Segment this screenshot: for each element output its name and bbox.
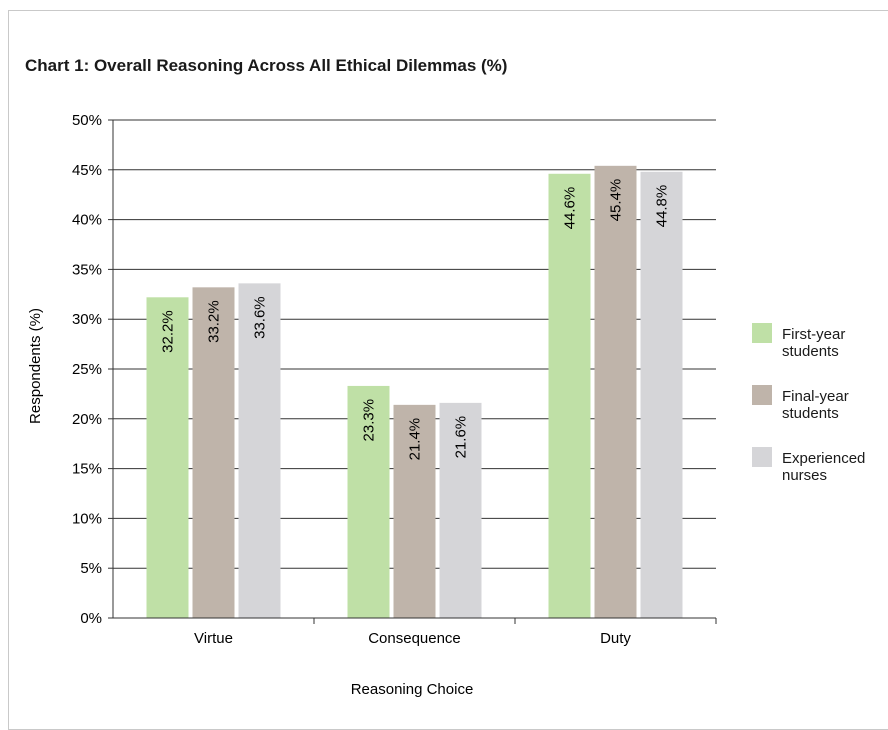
bar: [192, 287, 235, 618]
legend-item-first-year: First-year students: [752, 323, 888, 363]
data-label: 23.3%: [361, 399, 378, 442]
bar: [548, 173, 591, 618]
y-tick-label: 45%: [72, 162, 102, 179]
y-tick-labels: 0% 5% 10% 15% 20% 25% 30% 35% 40% 45% 50%: [72, 112, 102, 627]
bar: [640, 171, 683, 619]
data-label: 21.6%: [453, 416, 470, 459]
legend-swatch-first-year: [752, 323, 772, 343]
legend-label-final-year: Final-year students: [782, 388, 849, 422]
x-tick-label: Duty: [600, 630, 631, 647]
x-tick-labels: Virtue Consequence Duty: [194, 630, 631, 647]
y-tick-label: 40%: [72, 212, 102, 229]
data-label: 45.4%: [608, 179, 625, 222]
bar: [393, 404, 436, 618]
x-axis-label: Reasoning Choice: [351, 681, 474, 698]
y-tick-label: 15%: [72, 461, 102, 478]
bar: [439, 402, 482, 618]
legend-item-experienced: Experienced nurses: [752, 447, 888, 487]
y-tick-label: 10%: [72, 510, 102, 527]
x-tick-label: Virtue: [194, 630, 233, 647]
data-label: 44.8%: [654, 185, 671, 228]
data-label: 21.4%: [407, 418, 424, 461]
legend-item-final-year: Final-year students: [752, 385, 888, 425]
y-tick-label: 20%: [72, 411, 102, 428]
y-tick-label: 30%: [72, 311, 102, 328]
data-label: 32.2%: [160, 310, 177, 353]
data-label: 44.6%: [562, 187, 579, 230]
bar: [238, 283, 281, 618]
bar: [146, 297, 189, 618]
y-axis-label: Respondents (%): [27, 308, 44, 424]
y-tick-label: 5%: [80, 560, 102, 577]
data-label: 33.2%: [206, 300, 223, 343]
y-tick-label: 50%: [72, 112, 102, 129]
axes: [108, 119, 717, 624]
bar-chart: 32.2% 33.2% 33.6% 23.3% 21.4% 21.6% 44.6% 45.4%…: [27, 112, 717, 698]
y-tick-label: 0%: [80, 610, 102, 627]
data-label: 33.6%: [252, 296, 269, 339]
legend-label-first-year: First-year students: [782, 326, 846, 360]
x-tick-label: Consequence: [368, 630, 461, 647]
bars: 32.2% 33.2% 33.6% 23.3% 21.4% 21.6% 44.6% 45.4%…: [146, 165, 683, 619]
legend-swatch-experienced: [752, 447, 772, 467]
legend-label-experienced: Experienced nurses: [782, 450, 866, 484]
y-tick-label: 25%: [72, 361, 102, 378]
chart-title: Chart 1: Overall Reasoning Across All Et…: [25, 56, 508, 75]
bar: [347, 385, 390, 618]
bar: [594, 165, 637, 619]
y-tick-label: 35%: [72, 261, 102, 278]
legend-swatch-final-year: [752, 385, 772, 405]
